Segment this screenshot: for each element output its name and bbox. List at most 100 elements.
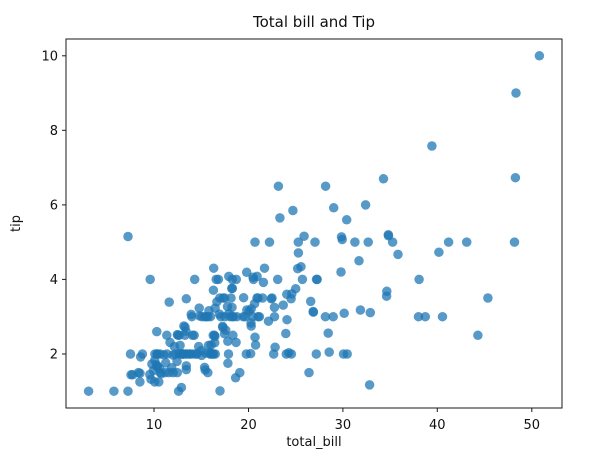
data-point — [393, 249, 403, 260]
data-point — [511, 88, 521, 98]
data-point — [443, 237, 454, 247]
data-point — [339, 308, 349, 319]
data-point — [266, 294, 277, 304]
data-point — [127, 370, 138, 380]
data-point — [241, 349, 252, 359]
y-axis-label: tip — [9, 215, 24, 232]
data-point — [420, 311, 431, 322]
data-point — [473, 330, 483, 341]
data-point — [360, 200, 371, 210]
data-point — [323, 328, 333, 338]
data-point — [223, 358, 233, 369]
data-point — [363, 237, 373, 247]
x-tick-label: 40 — [429, 418, 446, 433]
data-point — [250, 340, 261, 350]
data-point — [181, 364, 192, 375]
data-point — [203, 367, 213, 378]
data-point — [83, 386, 94, 396]
data-point — [328, 203, 339, 213]
data-point — [534, 51, 545, 61]
data-point — [152, 326, 162, 337]
data-point — [268, 349, 279, 359]
data-point — [191, 349, 202, 359]
data-point — [304, 367, 314, 378]
data-point — [461, 237, 472, 247]
data-point — [336, 267, 346, 277]
data-point — [230, 373, 241, 383]
data-point — [238, 292, 249, 303]
data-point — [311, 349, 322, 359]
data-point — [299, 231, 309, 241]
data-point — [227, 302, 237, 313]
data-point — [109, 386, 119, 396]
data-point — [231, 274, 242, 285]
plot-border — [65, 38, 563, 409]
data-point — [173, 386, 184, 396]
data-point — [308, 306, 318, 317]
data-point — [194, 303, 204, 313]
data-point — [427, 141, 437, 151]
y-tick-label: 4 — [50, 273, 58, 288]
data-point — [164, 367, 174, 378]
data-point — [201, 311, 211, 322]
data-point — [310, 237, 320, 247]
data-point — [382, 286, 392, 297]
data-point — [220, 311, 230, 322]
data-point — [281, 349, 292, 359]
y-tick-label: 10 — [41, 49, 58, 64]
x-tick-label: 30 — [335, 418, 352, 433]
data-point — [145, 274, 155, 285]
data-point — [263, 316, 274, 326]
data-point — [226, 293, 236, 303]
y-axis-ticks: 2 4 6 8 10 — [41, 49, 66, 363]
data-point — [215, 386, 225, 396]
data-point — [211, 274, 221, 285]
data-point — [208, 330, 218, 341]
data-point — [201, 348, 211, 358]
chart-title: Total bill and Tip — [252, 13, 375, 31]
data-point — [162, 349, 172, 359]
data-point — [177, 349, 188, 359]
data-point — [281, 328, 291, 339]
data-point — [293, 248, 304, 258]
data-point — [338, 349, 349, 359]
data-point — [282, 314, 292, 325]
data-point — [273, 181, 284, 191]
data-point — [208, 263, 219, 273]
data-point — [248, 274, 259, 285]
data-point — [150, 349, 160, 359]
data-point — [293, 237, 304, 247]
data-point — [364, 380, 375, 390]
data-point — [320, 181, 331, 191]
data-point — [189, 274, 200, 285]
data-point — [147, 359, 157, 369]
data-point — [483, 293, 493, 303]
data-point — [510, 172, 521, 183]
y-tick-label: 8 — [50, 124, 58, 139]
data-point — [286, 294, 296, 304]
y-tick-label: 6 — [50, 198, 58, 213]
data-point — [187, 311, 197, 322]
data-point — [227, 283, 237, 294]
data-point — [180, 322, 190, 332]
data-point — [181, 294, 192, 304]
data-point — [378, 174, 389, 184]
data-point — [231, 337, 241, 348]
data-point — [169, 341, 180, 352]
data-point — [324, 347, 334, 357]
data-point — [292, 263, 303, 274]
data-point — [354, 256, 364, 266]
data-point — [207, 349, 218, 359]
data-point — [209, 338, 220, 348]
data-point — [290, 283, 301, 294]
data-point — [275, 213, 285, 223]
data-point — [123, 231, 133, 242]
data-point — [355, 305, 366, 315]
data-point — [223, 349, 234, 359]
data-point — [288, 205, 298, 216]
data-point — [156, 368, 167, 379]
data-point — [193, 341, 204, 352]
x-tick-label: 20 — [240, 418, 257, 433]
